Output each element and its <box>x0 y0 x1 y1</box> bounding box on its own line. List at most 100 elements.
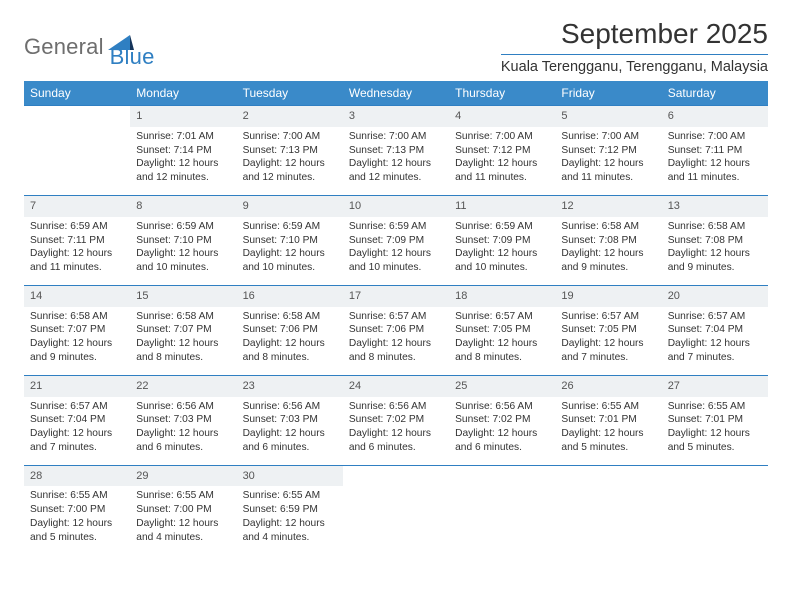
sunrise-line: Sunrise: 6:58 AM <box>136 310 230 324</box>
sunrise-line: Sunrise: 6:55 AM <box>30 489 124 503</box>
day-details: Sunrise: 6:57 AMSunset: 7:04 PMDaylight:… <box>662 307 768 376</box>
day-details: Sunrise: 6:58 AMSunset: 7:08 PMDaylight:… <box>555 217 661 286</box>
day-details: Sunrise: 6:55 AMSunset: 6:59 PMDaylight:… <box>237 486 343 554</box>
day-number: 18 <box>449 285 555 306</box>
calendar-table: SundayMondayTuesdayWednesdayThursdayFrid… <box>24 81 768 555</box>
day-detail-row: Sunrise: 7:01 AMSunset: 7:14 PM Daylight:… <box>24 127 768 196</box>
sunrise-line: Sunrise: 6:58 AM <box>561 220 655 234</box>
daylight-line: Daylight: 12 hours and 11 minutes. <box>668 157 762 185</box>
page-title: September 2025 <box>501 18 768 50</box>
sunset-line: Sunset: 7:09 PM <box>455 234 549 248</box>
sunrise-line: Sunrise: 6:57 AM <box>668 310 762 324</box>
daylight-line: Daylight: 12 hours and 4 minutes. <box>243 517 337 545</box>
sunrise-line: Sunrise: 6:59 AM <box>136 220 230 234</box>
daylight-line: Daylight: 12 hours and 12 minutes. <box>243 157 337 185</box>
sunrise-line: Sunrise: 6:55 AM <box>668 400 762 414</box>
daylight-line: Daylight: 12 hours and 4 minutes. <box>136 517 230 545</box>
day-number: 8 <box>130 195 236 216</box>
sunrise-line: Sunrise: 7:00 AM <box>455 130 549 144</box>
sunset-line: Sunset: 7:08 PM <box>668 234 762 248</box>
day-details: Sunrise: 6:56 AMSunset: 7:02 PMDaylight:… <box>343 397 449 466</box>
weekday-header: Monday <box>130 81 236 106</box>
sunrise-line: Sunrise: 6:56 AM <box>349 400 443 414</box>
day-details: Sunrise: 6:59 AMSunset: 7:11 PMDaylight:… <box>24 217 130 286</box>
day-number: 6 <box>662 106 768 127</box>
sunrise-line: Sunrise: 6:55 AM <box>243 489 337 503</box>
day-details: Sunrise: 6:56 AMSunset: 7:03 PMDaylight:… <box>130 397 236 466</box>
sunset-line: Sunset: 6:59 PM <box>243 503 337 517</box>
daylight-line: Daylight: 12 hours and 10 minutes. <box>455 247 549 275</box>
sunset-line: Sunset: 7:05 PM <box>455 323 549 337</box>
day-details: Sunrise: 7:00 AMSunset: 7:12 PMDaylight:… <box>449 127 555 196</box>
sunset-line: Sunset: 7:10 PM <box>243 234 337 248</box>
day-details: Sunrise: 7:01 AMSunset: 7:14 PMDaylight:… <box>130 127 236 196</box>
day-number-row: 21222324252627 <box>24 375 768 396</box>
day-details: Sunrise: 6:58 AMSunset: 7:07 PMDaylight:… <box>130 307 236 376</box>
empty-cell <box>449 465 555 486</box>
empty-cell <box>24 127 130 196</box>
day-number-row: 123456 <box>24 106 768 127</box>
sunset-line: Sunset: 7:09 PM <box>349 234 443 248</box>
daylight-line: Daylight: 12 hours and 10 minutes. <box>349 247 443 275</box>
daylight-line: Daylight: 12 hours and 11 minutes. <box>455 157 549 185</box>
sunrise-line: Sunrise: 7:00 AM <box>349 130 443 144</box>
day-number-row: 14151617181920 <box>24 285 768 306</box>
day-detail-row: Sunrise: 6:58 AMSunset: 7:07 PM Daylight:… <box>24 307 768 376</box>
sunrise-line: Sunrise: 6:59 AM <box>349 220 443 234</box>
calendar-header: SundayMondayTuesdayWednesdayThursdayFrid… <box>24 81 768 106</box>
sunset-line: Sunset: 7:11 PM <box>668 144 762 158</box>
daylight-line: Daylight: 12 hours and 6 minutes. <box>455 427 549 455</box>
sunrise-line: Sunrise: 6:59 AM <box>30 220 124 234</box>
sunset-line: Sunset: 7:13 PM <box>349 144 443 158</box>
day-details: Sunrise: 6:57 AMSunset: 7:04 PMDaylight:… <box>24 397 130 466</box>
daylight-line: Daylight: 12 hours and 11 minutes. <box>561 157 655 185</box>
sunset-line: Sunset: 7:11 PM <box>30 234 124 248</box>
day-details: Sunrise: 6:58 AMSunset: 7:06 PMDaylight:… <box>237 307 343 376</box>
sunset-line: Sunset: 7:03 PM <box>136 413 230 427</box>
daylight-line: Daylight: 12 hours and 8 minutes. <box>455 337 549 365</box>
day-number: 11 <box>449 195 555 216</box>
daylight-line: Daylight: 12 hours and 8 minutes. <box>349 337 443 365</box>
day-details: Sunrise: 6:59 AMSunset: 7:10 PMDaylight:… <box>130 217 236 286</box>
day-number: 5 <box>555 106 661 127</box>
sunrise-line: Sunrise: 6:55 AM <box>136 489 230 503</box>
day-details: Sunrise: 6:55 AMSunset: 7:01 PMDaylight:… <box>555 397 661 466</box>
day-details: Sunrise: 7:00 AMSunset: 7:13 PMDaylight:… <box>237 127 343 196</box>
title-block: September 2025 Kuala Terengganu, Terengg… <box>501 18 768 75</box>
sunset-line: Sunset: 7:08 PM <box>561 234 655 248</box>
sunset-line: Sunset: 7:07 PM <box>136 323 230 337</box>
sunrise-line: Sunrise: 7:00 AM <box>668 130 762 144</box>
sunrise-line: Sunrise: 6:59 AM <box>243 220 337 234</box>
sunrise-line: Sunrise: 6:57 AM <box>455 310 549 324</box>
sunset-line: Sunset: 7:02 PM <box>349 413 443 427</box>
day-details: Sunrise: 7:00 AMSunset: 7:13 PMDaylight:… <box>343 127 449 196</box>
day-number: 7 <box>24 195 130 216</box>
day-details: Sunrise: 6:56 AMSunset: 7:03 PMDaylight:… <box>237 397 343 466</box>
sunset-line: Sunset: 7:01 PM <box>668 413 762 427</box>
day-detail-row: Sunrise: 6:55 AMSunset: 7:00 PMDaylight:… <box>24 486 768 554</box>
weekday-header: Sunday <box>24 81 130 106</box>
daylight-line: Daylight: 12 hours and 5 minutes. <box>30 517 124 545</box>
daylight-line: Daylight: 12 hours and 6 minutes. <box>349 427 443 455</box>
empty-cell <box>343 465 449 486</box>
day-number: 17 <box>343 285 449 306</box>
day-number: 16 <box>237 285 343 306</box>
day-details: Sunrise: 6:59 AMSunset: 7:10 PMDaylight:… <box>237 217 343 286</box>
daylight-line: Daylight: 12 hours and 10 minutes. <box>243 247 337 275</box>
sunrise-line: Sunrise: 6:59 AM <box>455 220 549 234</box>
sunset-line: Sunset: 7:12 PM <box>561 144 655 158</box>
empty-cell <box>343 486 449 554</box>
sunrise-line: Sunrise: 7:01 AM <box>136 130 230 144</box>
sunset-line: Sunset: 7:02 PM <box>455 413 549 427</box>
logo: General Blue <box>24 24 155 70</box>
weekday-header: Wednesday <box>343 81 449 106</box>
day-number: 23 <box>237 375 343 396</box>
header: General Blue September 2025 Kuala Tereng… <box>24 18 768 75</box>
daylight-line: Daylight: 12 hours and 10 minutes. <box>136 247 230 275</box>
daylight-line: Daylight: 12 hours and 7 minutes. <box>668 337 762 365</box>
sunset-line: Sunset: 7:14 PM <box>136 144 230 158</box>
daylight-line: Daylight: 12 hours and 9 minutes. <box>668 247 762 275</box>
daylight-line: Daylight: 12 hours and 5 minutes. <box>668 427 762 455</box>
day-number: 4 <box>449 106 555 127</box>
daylight-line: Daylight: 12 hours and 5 minutes. <box>561 427 655 455</box>
